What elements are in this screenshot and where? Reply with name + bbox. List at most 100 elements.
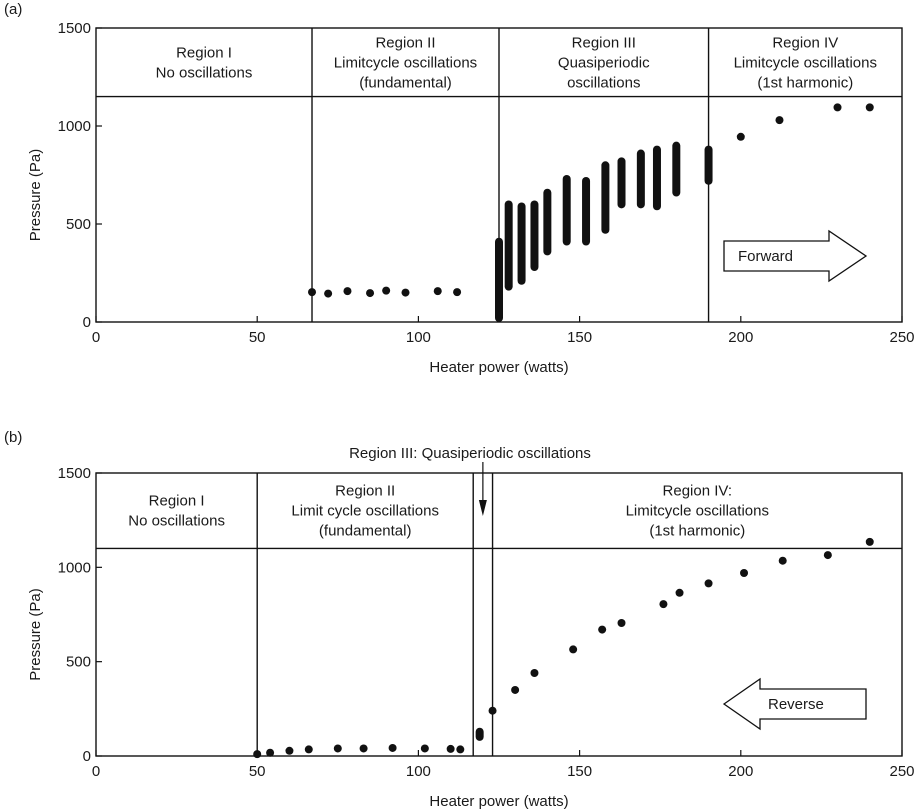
data-point bbox=[475, 727, 484, 741]
x-tick-label: 200 bbox=[728, 763, 753, 780]
data-point bbox=[366, 289, 375, 298]
region-label: Region III bbox=[572, 34, 636, 51]
y-tick-label: 1500 bbox=[58, 465, 91, 482]
data-point bbox=[401, 288, 410, 297]
data-point bbox=[253, 750, 262, 759]
region-label: (1st harmonic) bbox=[757, 74, 853, 91]
panel-b: (b) Region I No oscillations Region II Limit… bbox=[4, 429, 915, 810]
x-axis-label: Heater power (watts) bbox=[429, 793, 568, 810]
data-point bbox=[488, 706, 497, 715]
callout-arrow-head bbox=[478, 500, 487, 516]
region-label: (fundamental) bbox=[319, 523, 412, 540]
data-point bbox=[704, 579, 713, 588]
region-label: Limit cycle oscillations bbox=[291, 503, 439, 520]
data-point bbox=[775, 116, 784, 125]
data-point bbox=[740, 568, 749, 577]
data-point bbox=[343, 287, 352, 296]
data-point bbox=[598, 625, 607, 634]
data-point bbox=[324, 289, 333, 298]
arrow-label: Forward bbox=[738, 248, 793, 265]
data-point bbox=[511, 685, 520, 694]
data-point bbox=[569, 645, 578, 654]
plot-frame bbox=[95, 472, 903, 757]
data-point bbox=[453, 288, 462, 297]
data-point bbox=[388, 743, 397, 752]
region-iii-callout: Region III: Quasiperiodic oscillations bbox=[349, 445, 591, 462]
x-tick-label: 200 bbox=[728, 329, 753, 346]
data-point bbox=[659, 600, 668, 609]
data-point bbox=[675, 588, 684, 597]
x-tick-label: 100 bbox=[406, 329, 431, 346]
data-point bbox=[504, 200, 513, 291]
panel-label: (a) bbox=[4, 1, 22, 18]
data-point bbox=[530, 200, 539, 272]
data-point bbox=[582, 176, 591, 246]
x-tick-label: 0 bbox=[92, 329, 100, 346]
data-point bbox=[420, 744, 429, 753]
data-point bbox=[517, 202, 526, 285]
x-tick-label: 250 bbox=[889, 763, 914, 780]
panel-label: (b) bbox=[4, 429, 22, 446]
region-label: Region I bbox=[176, 44, 232, 61]
y-tick-label: 1000 bbox=[58, 559, 91, 576]
reverse-arrow bbox=[722, 677, 867, 731]
data-point bbox=[530, 668, 539, 677]
region-label: oscillations bbox=[567, 74, 640, 91]
region-label: Region I bbox=[149, 493, 205, 510]
data-point bbox=[543, 188, 552, 256]
y-tick-label: 0 bbox=[83, 314, 91, 331]
region-label: Region IV: bbox=[663, 483, 733, 500]
x-tick-label: 50 bbox=[249, 329, 266, 346]
data-point bbox=[446, 744, 455, 753]
data-point bbox=[456, 745, 465, 754]
y-tick-label: 0 bbox=[83, 748, 91, 765]
region-label: Region II bbox=[375, 34, 435, 51]
data-point bbox=[652, 145, 661, 211]
x-tick-label: 0 bbox=[92, 763, 100, 780]
x-tick-label: 150 bbox=[567, 763, 592, 780]
data-point bbox=[736, 132, 745, 141]
region-label: Region IV bbox=[772, 34, 838, 51]
data-point bbox=[865, 537, 874, 546]
forward-arrow bbox=[723, 229, 868, 283]
data-point bbox=[359, 744, 368, 753]
data-point bbox=[823, 551, 832, 560]
data-point bbox=[617, 618, 626, 627]
x-tick-label: 100 bbox=[406, 763, 431, 780]
data-point bbox=[495, 237, 503, 322]
data-point bbox=[433, 287, 442, 296]
x-axis-label: Heater power (watts) bbox=[429, 359, 568, 376]
region-label: Region II bbox=[335, 483, 395, 500]
arrow-label: Reverse bbox=[768, 696, 824, 713]
data-point bbox=[266, 748, 275, 757]
data-point bbox=[778, 556, 787, 565]
x-tick-label: 150 bbox=[567, 329, 592, 346]
region-label: Limitcycle oscillations bbox=[734, 54, 877, 71]
region-label: No oscillations bbox=[156, 64, 253, 81]
data-point bbox=[636, 149, 645, 209]
data-point bbox=[672, 141, 681, 197]
y-tick-label: 1000 bbox=[58, 118, 91, 135]
data-point bbox=[285, 746, 294, 755]
region-label: Limitcycle oscillations bbox=[334, 54, 477, 71]
region-label: Limitcycle oscillations bbox=[626, 503, 769, 520]
x-tick-label: 250 bbox=[889, 329, 914, 346]
region-label: No oscillations bbox=[128, 513, 225, 530]
data-point bbox=[333, 744, 342, 753]
panel-a: (a) Region I No oscillations Region II Limit… bbox=[4, 1, 915, 376]
y-axis-label: Pressure (Pa) bbox=[27, 149, 44, 242]
data-point bbox=[562, 175, 571, 246]
data-point bbox=[304, 745, 313, 754]
x-tick-label: 50 bbox=[249, 763, 266, 780]
region-label: (1st harmonic) bbox=[649, 523, 745, 540]
data-point bbox=[704, 145, 713, 185]
y-tick-label: 500 bbox=[66, 216, 91, 233]
data-point bbox=[865, 103, 874, 112]
data-point bbox=[617, 157, 626, 209]
data-point bbox=[308, 288, 317, 297]
region-label: (fundamental) bbox=[359, 74, 452, 91]
y-tick-label: 500 bbox=[66, 654, 91, 671]
data-point bbox=[601, 161, 610, 234]
y-axis-label: Pressure (Pa) bbox=[27, 588, 44, 681]
